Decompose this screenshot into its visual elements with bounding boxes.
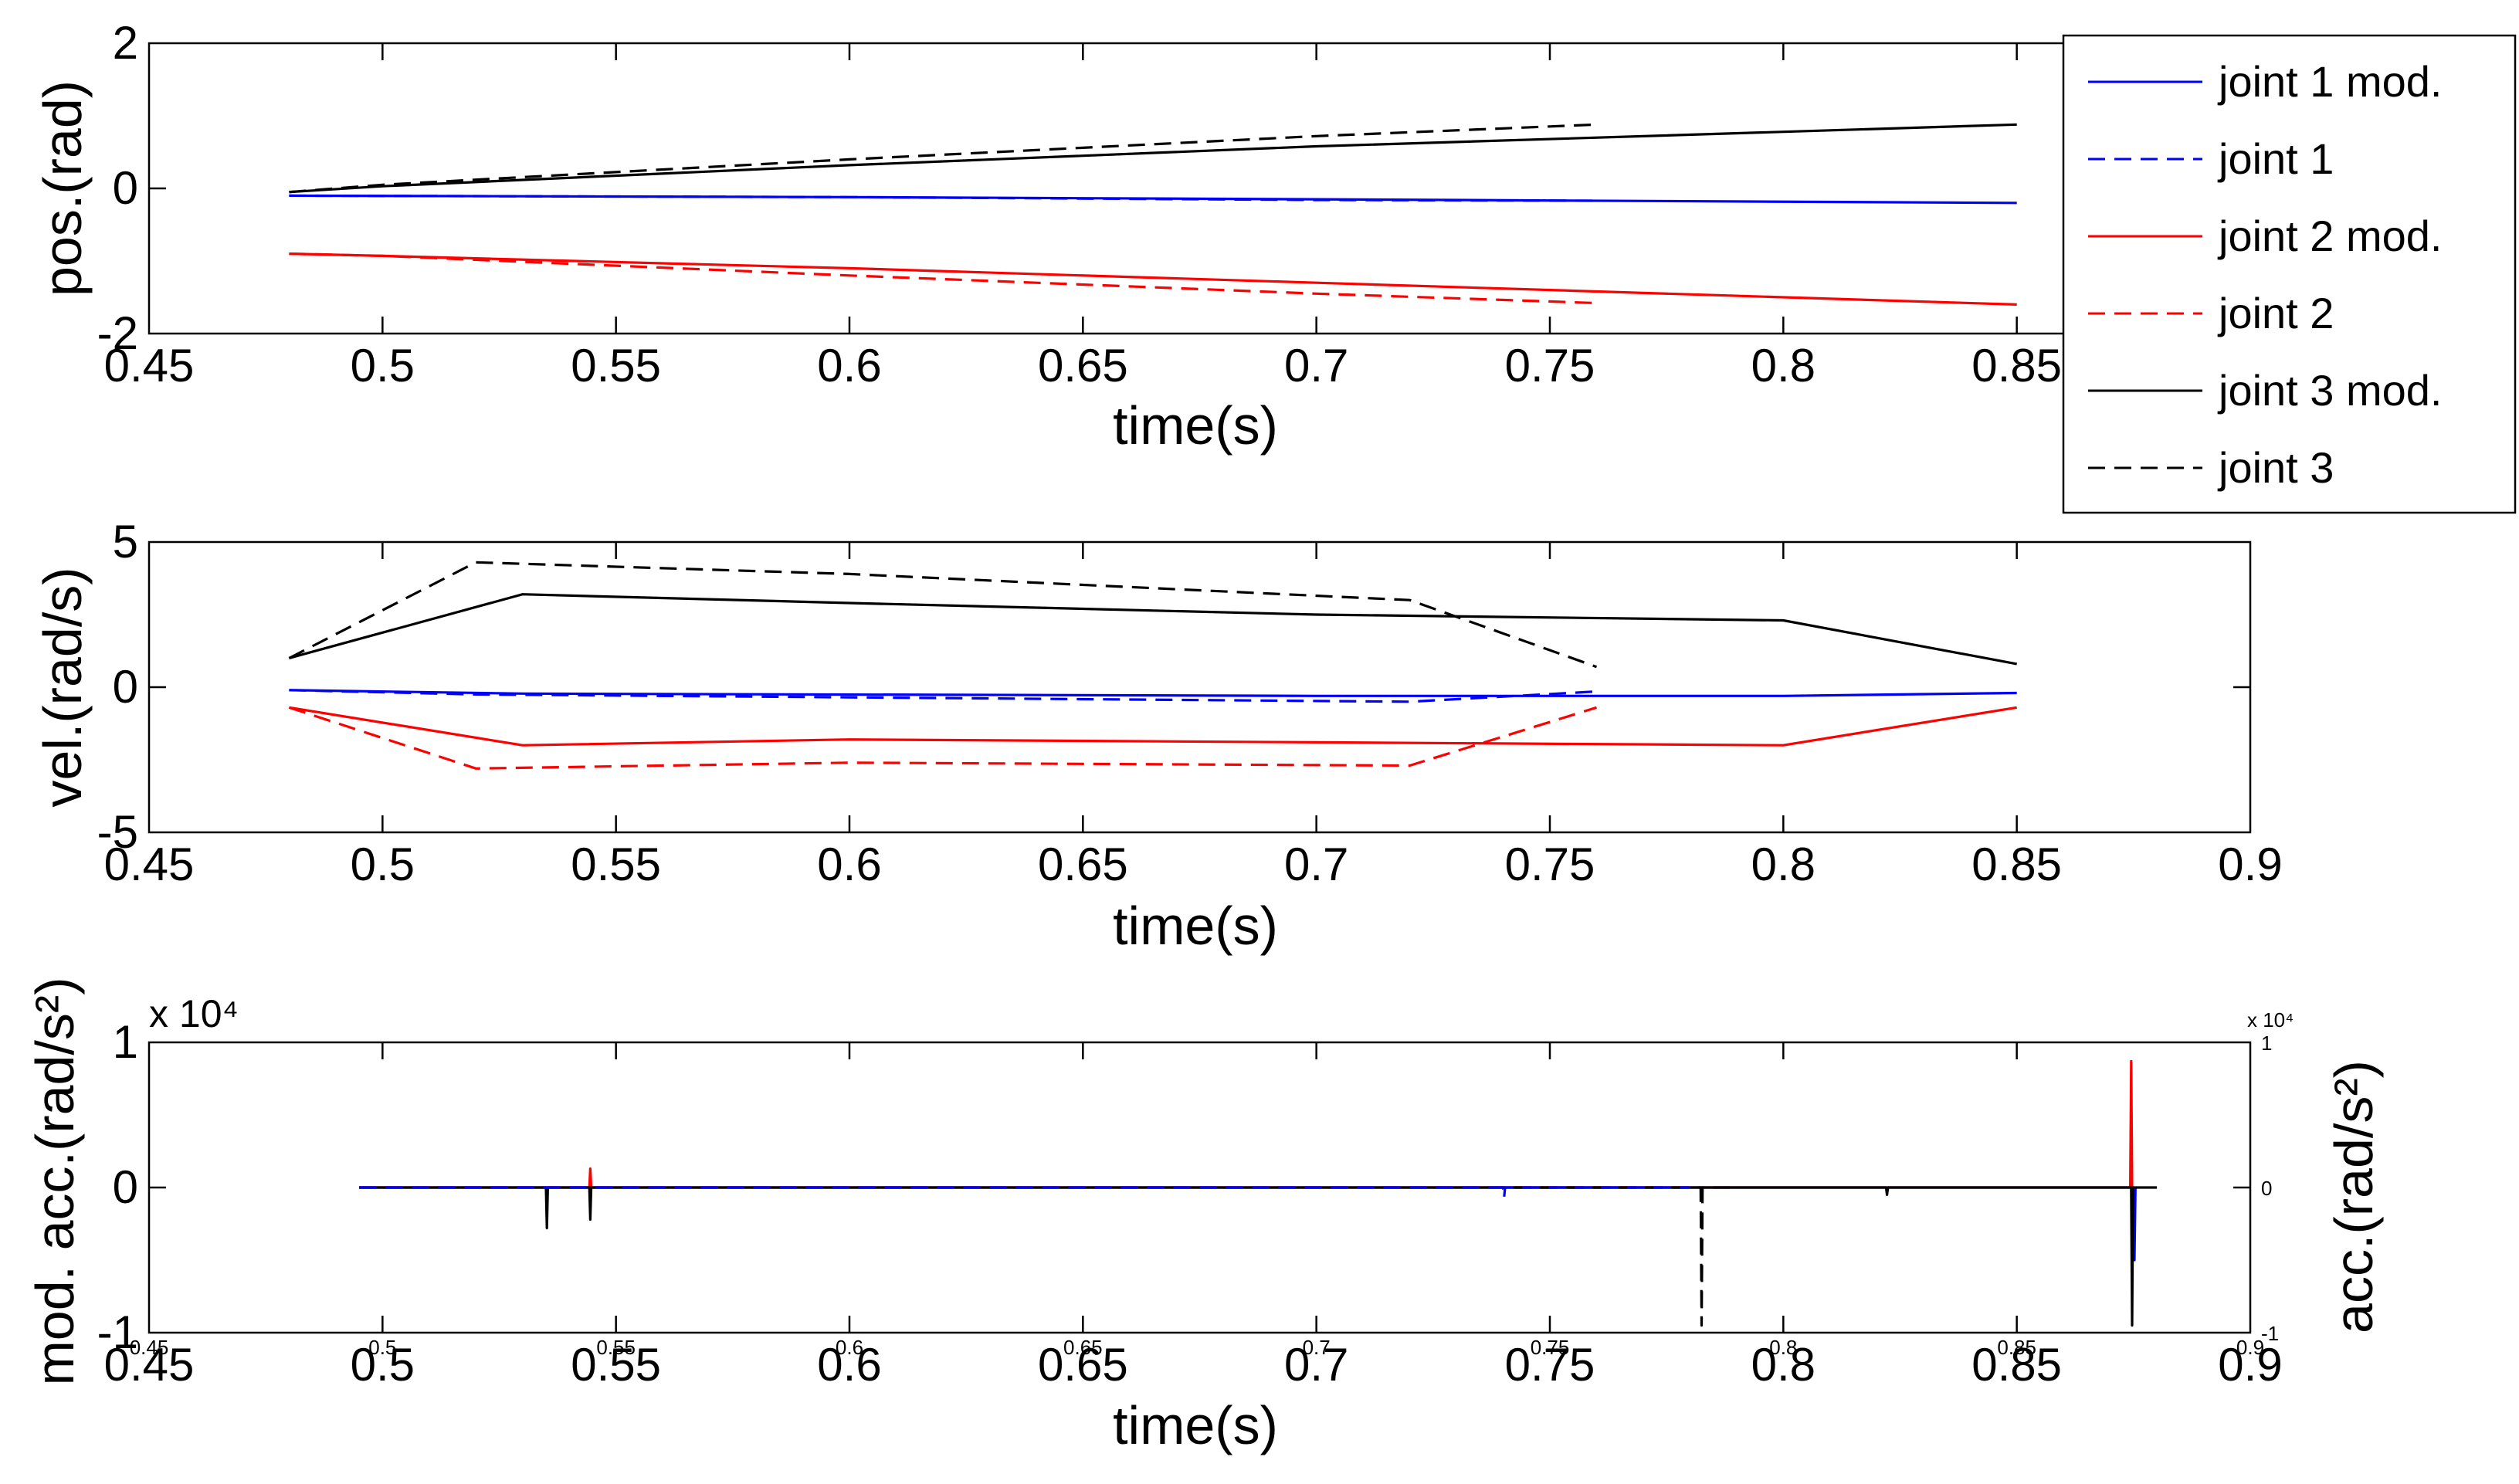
x-tick-label: 0.9	[2218, 1339, 2282, 1391]
legend-box	[2062, 34, 2517, 514]
y-tick-label: 0	[113, 162, 138, 214]
y-tick-label: 2	[113, 17, 138, 69]
y-tick-label: -1	[97, 1306, 138, 1358]
x-tick-label-overlay: 0.9	[2236, 1336, 2264, 1359]
x-tick-label-overlay: 0.45	[130, 1336, 169, 1359]
y-tick-label: 0	[113, 661, 138, 713]
legend-label-joint-3: joint 3	[2217, 443, 2334, 492]
legend-entry-joint-3: joint 3	[2088, 443, 2334, 492]
series-joint-2	[288, 706, 1597, 770]
position-ylabel: pos.(rad)	[32, 80, 93, 296]
legend-entry-joint-2: joint 2	[2088, 289, 2334, 337]
legend: joint 1 mod. joint 1 joint 2 mod. joint …	[2062, 34, 2517, 514]
x-tick-label: 0.5	[351, 839, 415, 890]
x-tick-label: 0.65	[1038, 839, 1128, 890]
acceleration-ylabel-right: acc.(rad/s²)	[2324, 1060, 2384, 1333]
x-tick-label: 0.75	[1505, 839, 1595, 890]
legend-entry-joint-1: joint 1	[2088, 134, 2334, 183]
x-tick-label: 0.85	[1971, 839, 2062, 890]
position-axes-box	[147, 42, 2252, 335]
position-plot: 0.45 0.5 0.55 0.6 0.65 0.7 0.75 0.8 0.85 -2 0 2 tim…	[32, 17, 2252, 456]
velocity-axes-box	[147, 540, 2252, 834]
x-tick-label-overlay: 0.5	[368, 1336, 396, 1359]
legend-entry-joint-3-mod: joint 3 mod.	[2088, 366, 2443, 415]
legend-entry-joint-1-mod: joint 1 mod.	[2088, 57, 2443, 106]
x-tick-label: 0.85	[1971, 340, 2062, 391]
x-tick-label: 0.75	[1505, 1339, 1595, 1391]
x-tick-label-overlay: 0.8	[1769, 1336, 1797, 1359]
series-joint-1-mod	[289, 689, 2017, 697]
y-tick-label-right: -1	[2261, 1322, 2279, 1345]
acceleration-multiplier-right: x 10⁴	[2247, 1008, 2294, 1032]
x-tick-label: 0.75	[1505, 340, 1595, 391]
series-joint-1	[289, 689, 1597, 703]
y-tick-label-right: 0	[2261, 1177, 2272, 1200]
y-tick-label: 5	[113, 516, 138, 568]
position-xlabel: time(s)	[1113, 395, 1278, 456]
x-tick-label: 0.6	[817, 340, 881, 391]
x-tick-label-overlay: 0.7	[1303, 1336, 1331, 1359]
legend-label-joint-2: joint 2	[2217, 289, 2334, 337]
y-tick-label: -2	[97, 307, 138, 359]
acceleration-plot: 0.45 0.5 0.55 0.6 0.65 0.7 0.75 0.8 0.85 0.90.45 0…	[25, 977, 2384, 1456]
velocity-plot: 0.45 0.5 0.55 0.6 0.65 0.7 0.75 0.8 0.85 0.9-505 …	[32, 516, 2283, 956]
x-tick-label-overlay: 0.85	[1997, 1336, 2036, 1359]
legend-entry-joint-2-mod: joint 2 mod.	[2088, 212, 2443, 260]
acceleration-xlabel: time(s)	[1113, 1395, 1278, 1455]
y-tick-label: 0	[113, 1161, 138, 1213]
acceleration-multiplier-left: x 10⁴	[149, 992, 239, 1035]
x-tick-label: 0.7	[1284, 839, 1348, 890]
x-tick-label: 0.8	[1751, 839, 1816, 890]
y-tick-label: -5	[97, 806, 138, 858]
acceleration-series	[359, 1059, 2158, 1327]
x-tick-label: 0.55	[571, 1339, 661, 1391]
velocity-xlabel: time(s)	[1113, 896, 1278, 956]
y-tick-label-right: 1	[2261, 1032, 2272, 1055]
y-tick-label: 1	[113, 1016, 138, 1068]
legend-label-joint-1-mod: joint 1 mod.	[2217, 57, 2443, 106]
x-tick-label: 0.8	[1751, 340, 1816, 391]
x-tick-label: 0.7	[1284, 340, 1348, 391]
velocity-ticks: 0.45 0.5 0.55 0.6 0.65 0.7 0.75 0.8 0.85 0.9 -5 0 5	[97, 516, 2283, 890]
series-joint-2	[289, 252, 1597, 305]
x-tick-label: 0.5	[351, 340, 415, 391]
x-tick-label: 0.7	[1284, 1339, 1348, 1391]
x-tick-label-overlay: 0.75	[1531, 1336, 1570, 1359]
x-tick-label: 0.8	[1751, 1339, 1816, 1391]
series-joint-2-mod	[289, 706, 2017, 747]
x-tick-label-overlay: 0.6	[836, 1336, 863, 1359]
x-tick-label: 0.65	[1038, 1339, 1128, 1391]
legend-label-joint-1: joint 1	[2217, 134, 2334, 183]
series-joint-3	[288, 561, 1598, 669]
x-tick-label: 0.9	[2218, 839, 2282, 890]
x-tick-label: 0.45	[104, 839, 195, 890]
x-tick-label: 0.65	[1038, 340, 1128, 391]
x-tick-label: 0.45	[104, 340, 195, 391]
velocity-ylabel: vel.(rad/s)	[32, 567, 93, 807]
series-joint-1	[359, 1186, 1690, 1199]
series-joint-3	[289, 123, 1597, 194]
velocity-series	[288, 561, 2017, 770]
series-joint-1	[289, 194, 1597, 202]
x-tick-label: 0.6	[817, 1339, 881, 1391]
acceleration-ylabel-left: mod. acc.(rad/s²)	[25, 977, 85, 1386]
acceleration-ticks: 0.45 0.5 0.55 0.6 0.65 0.7 0.75 0.8 0.85 0.90.45 0…	[97, 1016, 2283, 1391]
legend-label-joint-2-mod: joint 2 mod.	[2217, 212, 2443, 260]
x-tick-label: 0.6	[817, 839, 881, 890]
series-joint-3-mod	[288, 593, 2017, 666]
x-tick-label-overlay: 0.55	[596, 1336, 636, 1359]
x-tick-label: 0.5	[351, 1339, 415, 1391]
x-tick-label: 0.55	[571, 340, 661, 391]
x-tick-label-overlay: 0.65	[1063, 1336, 1103, 1359]
x-tick-label: 0.55	[571, 839, 661, 890]
position-ticks: 0.45 0.5 0.55 0.6 0.65 0.7 0.75 0.8 0.85 -2 0 2	[97, 17, 2250, 391]
x-tick-label: 0.45	[104, 1339, 195, 1391]
x-tick-label: 0.85	[1971, 1339, 2062, 1391]
position-series	[289, 123, 2017, 306]
legend-label-joint-3-mod: joint 3 mod.	[2217, 366, 2443, 415]
